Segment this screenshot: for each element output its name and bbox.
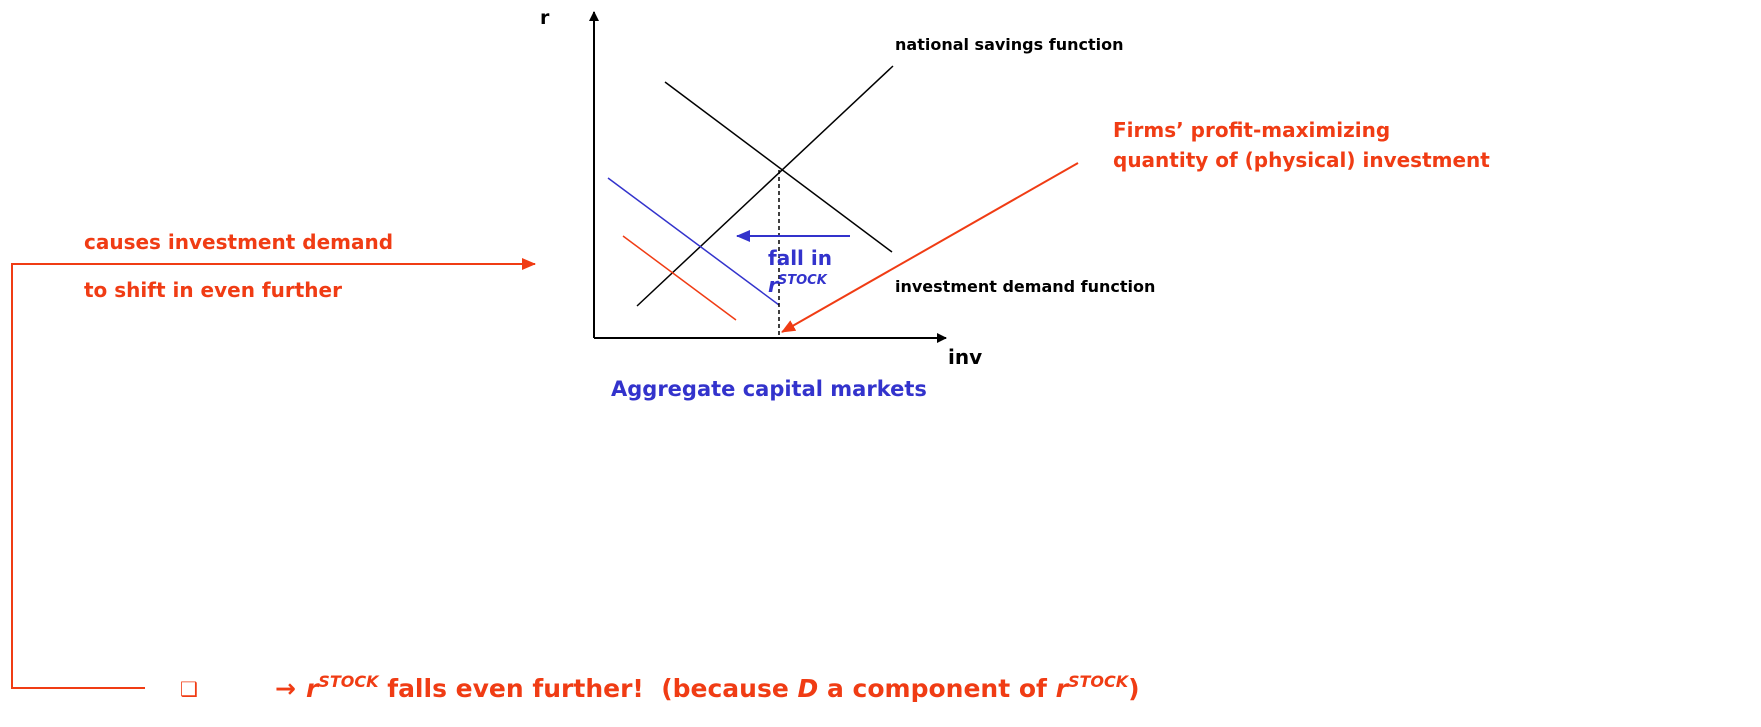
further-shifted-curve bbox=[622, 235, 737, 321]
diagram-title: Aggregate capital markets bbox=[611, 377, 927, 401]
superscript: STOCK bbox=[318, 672, 380, 691]
note-line: Firms’ profit-maximizing bbox=[1113, 118, 1390, 142]
investment-label: investment demand function bbox=[895, 277, 1155, 296]
note-line: to shift in even further bbox=[84, 278, 342, 302]
superscript: STOCK bbox=[778, 273, 828, 288]
symbol: r bbox=[1056, 674, 1070, 703]
fall-note: fall in bbox=[768, 246, 832, 270]
fall-symbol: rSTOCK bbox=[768, 273, 828, 297]
investment-curve bbox=[664, 81, 893, 253]
x-axis-label: inv bbox=[948, 345, 982, 369]
superscript: STOCK bbox=[1068, 672, 1130, 691]
symbol: D bbox=[798, 674, 819, 703]
shifted-curve bbox=[607, 177, 780, 306]
note-line: causes investment demand bbox=[84, 230, 393, 254]
savings-curve bbox=[636, 65, 894, 307]
y-axis-label: r bbox=[540, 7, 550, 29]
bullet: ❑ bbox=[180, 677, 198, 701]
savings-label: national savings function bbox=[895, 35, 1123, 54]
connector-line bbox=[11, 258, 536, 689]
shift-note: causes investment demand to shift in even… bbox=[84, 230, 393, 302]
symbol: r bbox=[306, 674, 320, 703]
note-line: quantity of (physical) investment bbox=[1113, 148, 1490, 172]
conclusion: → rSTOCK falls even further! (because D a… bbox=[275, 672, 1140, 703]
text: a component of bbox=[818, 674, 1055, 703]
arrow: → bbox=[275, 674, 296, 703]
firms-note: Firms’ profit-maximizing quantity of (phy… bbox=[1113, 118, 1490, 172]
text: ) bbox=[1128, 674, 1139, 703]
symbol: r bbox=[768, 273, 779, 297]
text: falls even further! (because bbox=[378, 674, 797, 703]
firms-arrow bbox=[781, 162, 1079, 333]
